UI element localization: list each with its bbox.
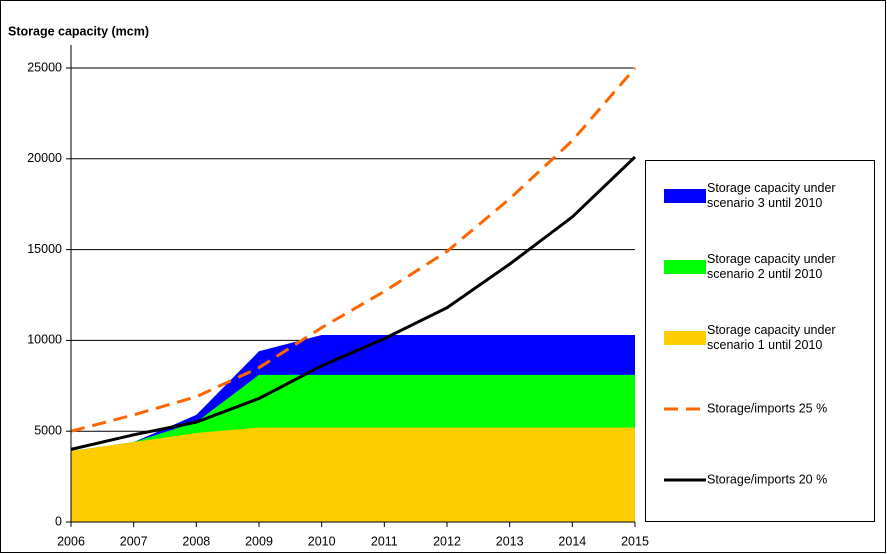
legend-label: Storage capacity under scenario 2 until …: [707, 252, 836, 281]
legend-item: Storage/imports 20 %: [646, 460, 874, 500]
legend-swatch: [664, 260, 706, 274]
x-tick-label: 2011: [371, 534, 398, 548]
line: [70, 155, 637, 451]
legend-item: Storage capacity under scenario 3 until …: [646, 176, 874, 216]
y-tick-label: 5000: [34, 423, 62, 437]
line: [70, 67, 637, 433]
x-tick-label: 2012: [433, 534, 461, 548]
x-tick-label: 2009: [245, 534, 273, 548]
y-tick-label: 10000: [27, 333, 62, 347]
legend-swatch-box: [664, 260, 706, 274]
legend-label: Storage capacity under scenario 3 until …: [707, 181, 836, 210]
legend-swatch: [664, 189, 706, 203]
legend-label: Storage/imports 20 %: [707, 472, 828, 487]
legend-item: Storage capacity under scenario 2 until …: [646, 247, 874, 287]
x-tick-label: 2013: [496, 534, 524, 548]
x-tick-label: 2010: [308, 534, 336, 548]
chart-title: Storage capacity (mcm): [8, 24, 149, 38]
legend-item: Storage capacity under scenario 1 until …: [646, 318, 874, 358]
y-tick-label: 0: [55, 514, 62, 528]
legend: Storage capacity under scenario 3 until …: [645, 160, 875, 522]
y-tick-label: 15000: [27, 242, 62, 256]
x-tick-label: 2007: [120, 534, 148, 548]
y-tick-label: 25000: [27, 60, 62, 74]
x-tick-label: 2015: [621, 534, 649, 548]
x-tick-label: 2014: [558, 534, 586, 548]
legend-swatch: [664, 407, 706, 411]
legend-swatch-box: [664, 189, 706, 203]
legend-label: Storage capacity under scenario 1 until …: [707, 323, 836, 352]
legend-label: Storage/imports 25 %: [707, 401, 828, 416]
x-tick-label: 2006: [57, 534, 85, 548]
y-tick-label: 20000: [27, 151, 62, 165]
area: [71, 427, 635, 522]
x-tick-label: 2008: [182, 534, 210, 548]
legend-swatch-box: [664, 331, 706, 345]
legend-swatch: [664, 331, 706, 345]
legend-swatch: [664, 478, 706, 482]
legend-item: Storage/imports 25 %: [646, 389, 874, 429]
